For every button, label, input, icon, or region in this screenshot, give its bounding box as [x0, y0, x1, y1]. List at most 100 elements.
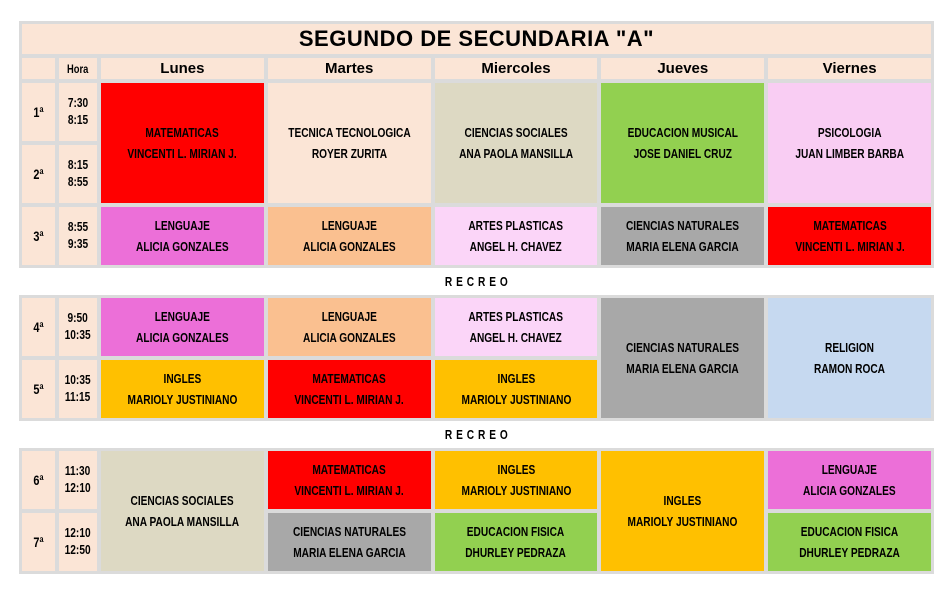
- time-cell-7: 12:10 12:50: [59, 513, 97, 571]
- teacher: RAMON ROCA: [814, 361, 886, 376]
- time-cell-6: 11:30 12:10: [59, 451, 97, 509]
- period-number: 2ª: [33, 166, 44, 182]
- day-header-martes: Martes: [267, 58, 431, 79]
- time-end: 9:35: [67, 236, 89, 251]
- recreo-band-2: RECREO: [19, 421, 934, 448]
- corner-cell: [22, 58, 55, 79]
- class-cell-lunes-p6-p7: CIENCIAS SOCIALES ANA PAOLA MANSILLA: [101, 451, 264, 571]
- teacher: ANGEL H. CHAVEZ: [469, 239, 562, 254]
- teacher: MARIOLY JUSTINIANO: [627, 514, 738, 529]
- class-cell-lunes-p1-p2: MATEMATICAS VINCENTI L. MIRIAN J.: [101, 83, 264, 203]
- teacher: JUAN LIMBER BARBA: [795, 146, 904, 161]
- teacher: VINCENTI L. MIRIAN J.: [794, 239, 905, 254]
- time-start: 11:30: [65, 463, 91, 479]
- time-cell-2: 8:15 8:55: [59, 145, 97, 203]
- time-cell-3: 8:55 9:35: [59, 207, 97, 265]
- period-cell-7: 7ª: [22, 513, 55, 571]
- period-number: 3ª: [33, 228, 44, 244]
- subject: INGLES: [163, 370, 202, 386]
- teacher: ALICIA GONZALES: [136, 239, 229, 254]
- time-end: 11:15: [65, 389, 91, 404]
- time-start: 8:15: [67, 157, 89, 173]
- time-start: 10:35: [65, 372, 91, 388]
- class-cell-viernes-p4-p5: RELIGION RAMON ROCA: [768, 298, 931, 418]
- day-header-miercoles: Miercoles: [434, 58, 598, 79]
- class-cell-miercoles-p1-p2: CIENCIAS SOCIALES ANA PAOLA MANSILLA: [434, 83, 598, 203]
- teacher: ALICIA GONZALES: [302, 330, 396, 345]
- recreo-label: RECREO: [445, 274, 512, 289]
- subject: MATEMATICAS: [145, 124, 220, 140]
- hora-label: Hora: [67, 61, 89, 76]
- time-start: 8:55: [67, 219, 89, 235]
- class-cell-jueves-p4-p5: CIENCIAS NATURALES MARIA ELENA GARCIA: [601, 298, 765, 418]
- class-cell-miercoles-p6: INGLES MARIOLY JUSTINIANO: [434, 451, 598, 509]
- page-title: SEGUNDO DE SECUNDARIA "A": [22, 24, 931, 54]
- subject: CIENCIAS NATURALES: [626, 339, 740, 355]
- time-cell-4: 9:50 10:35: [59, 298, 97, 356]
- class-cell-viernes-p3: MATEMATICAS VINCENTI L. MIRIAN J.: [768, 207, 931, 265]
- class-cell-jueves-p1-p2: EDUCACION MUSICAL JOSE DANIEL CRUZ: [601, 83, 765, 203]
- class-cell-viernes-p1-p2: PSICOLOGIA JUAN LIMBER BARBA: [768, 83, 931, 203]
- subject: ARTES PLASTICAS: [468, 217, 564, 233]
- time-start: 12:10: [65, 525, 91, 541]
- subject: LENGUAJE: [321, 308, 377, 324]
- time-start: 9:50: [67, 310, 89, 326]
- timetable: SEGUNDO DE SECUNDARIA "A" Hora Lunes Mar…: [19, 21, 934, 574]
- recreo-label: RECREO: [445, 427, 512, 442]
- time-end: 10:35: [65, 327, 91, 342]
- time-end: 8:15: [67, 112, 89, 127]
- class-cell-lunes-p3: LENGUAJE ALICIA GONZALES: [101, 207, 264, 265]
- class-cell-lunes-p5: INGLES MARIOLY JUSTINIANO: [101, 360, 264, 418]
- class-cell-martes-p3: LENGUAJE ALICIA GONZALES: [267, 207, 431, 265]
- teacher: MARIA ELENA GARCIA: [292, 545, 406, 560]
- teacher: MARIA ELENA GARCIA: [626, 361, 740, 376]
- subject: MATEMATICAS: [312, 370, 386, 386]
- subject: RELIGION: [825, 339, 875, 355]
- period-cell-4: 4ª: [22, 298, 55, 356]
- teacher: ROYER ZURITA: [311, 146, 387, 161]
- subject: INGLES: [663, 492, 702, 508]
- period-cell-6: 6ª: [22, 451, 55, 509]
- recreo-band-1: RECREO: [19, 268, 934, 295]
- subject: MATEMATICAS: [312, 461, 386, 477]
- teacher: DHURLEY PEDRAZA: [799, 545, 900, 560]
- teacher: MARIOLY JUSTINIANO: [127, 392, 238, 407]
- subject: PSICOLOGIA: [817, 124, 882, 140]
- timetable-bottom-section: 6ª 11:30 12:10 7ª 12:10 12:50 CIENCIAS SOC…: [19, 448, 934, 574]
- class-cell-miercoles-p4: ARTES PLASTICAS ANGEL H. CHAVEZ: [434, 298, 598, 356]
- time-end: 8:55: [67, 174, 89, 189]
- class-cell-jueves-p3: CIENCIAS NATURALES MARIA ELENA GARCIA: [601, 207, 765, 265]
- teacher: ANA PAOLA MANSILLA: [125, 514, 240, 529]
- subject: TECNICA TECNOLOGICA: [287, 124, 411, 140]
- class-cell-miercoles-p7: EDUCACION FISICA DHURLEY PEDRAZA: [434, 513, 598, 571]
- period-cell-1: 1ª: [22, 83, 55, 141]
- period-number: 7ª: [33, 534, 44, 550]
- teacher: MARIA ELENA GARCIA: [626, 239, 740, 254]
- period-cell-5: 5ª: [22, 360, 55, 418]
- class-cell-jueves-p6-p7: INGLES MARIOLY JUSTINIANO: [601, 451, 765, 571]
- time-end: 12:50: [65, 542, 91, 557]
- period-cell-2: 2ª: [22, 145, 55, 203]
- subject: LENGUAJE: [321, 217, 377, 233]
- teacher: VINCENTI L. MIRIAN J.: [127, 146, 238, 161]
- subject: CIENCIAS SOCIALES: [464, 124, 568, 140]
- teacher: VINCENTI L. MIRIAN J.: [294, 392, 404, 407]
- subject: CIENCIAS NATURALES: [626, 217, 740, 233]
- subject: MATEMATICAS: [812, 217, 887, 233]
- period-number: 1ª: [33, 104, 44, 120]
- teacher: ANGEL H. CHAVEZ: [469, 330, 562, 345]
- day-header-jueves: Jueves: [601, 58, 765, 79]
- subject: INGLES: [497, 461, 535, 477]
- subject: CIENCIAS SOCIALES: [130, 492, 234, 508]
- subject: EDUCACION FISICA: [467, 523, 565, 539]
- subject: EDUCACION MUSICAL: [627, 124, 738, 140]
- time-end: 12:10: [65, 480, 91, 495]
- class-cell-lunes-p4: LENGUAJE ALICIA GONZALES: [101, 298, 264, 356]
- subject: LENGUAJE: [154, 308, 210, 324]
- teacher: DHURLEY PEDRAZA: [465, 545, 567, 560]
- subject: LENGUAJE: [821, 461, 878, 477]
- teacher: ANA PAOLA MANSILLA: [458, 146, 573, 161]
- hora-column-header: Hora: [59, 58, 97, 79]
- class-cell-martes-p6: MATEMATICAS VINCENTI L. MIRIAN J.: [267, 451, 431, 509]
- time-cell-1: 7:30 8:15: [59, 83, 97, 141]
